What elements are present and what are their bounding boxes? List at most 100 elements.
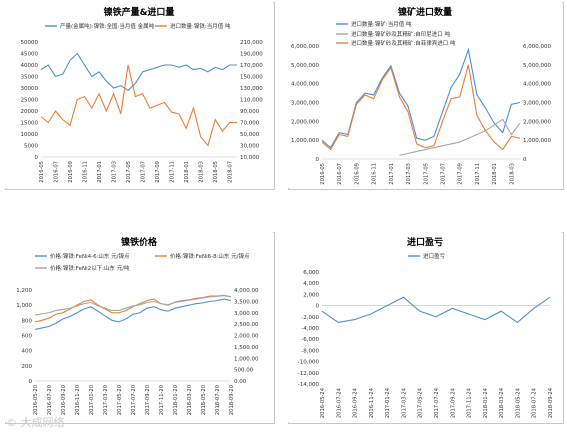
y-right-tick-label: 4,000.00 bbox=[234, 288, 259, 294]
y-right-tick-label: 0.00 bbox=[234, 379, 247, 385]
y-right-tick-label: 3,000,000 bbox=[523, 101, 551, 107]
x-tick-label: 2017-11 bbox=[475, 163, 481, 185]
x-tick-label: 2017-05 bbox=[126, 161, 132, 183]
y-right-tick-label: 70,000 bbox=[240, 121, 260, 127]
x-tick-label: 2016-05 bbox=[320, 163, 326, 185]
x-tick-label: 2017-05-24 bbox=[418, 387, 424, 418]
y-right-tick-label: 2,000.00 bbox=[234, 334, 259, 340]
y-left-tick-label: 4,000,000 bbox=[291, 82, 319, 88]
x-tick-label: 2018-01-20 bbox=[173, 385, 179, 415]
x-tick-label: 2017-01 bbox=[97, 161, 103, 183]
y-left-tick-label: 400 bbox=[22, 349, 33, 355]
legend-entry: 价格:镍铁:FeNi2以下:山东 元/吨 bbox=[50, 264, 130, 272]
legend-entry: 价格:镍铁:FeNi6-8:山东 元/镍点 bbox=[170, 252, 250, 260]
y-left-tick-label: -4,000 bbox=[301, 326, 319, 332]
y-right-tick-label: 170,000 bbox=[240, 63, 263, 69]
x-tick-label: 2018-07-24 bbox=[532, 387, 538, 418]
legend-entry: 进口数量:镍矿砂及其精矿:自印尼进口 吨 bbox=[351, 30, 450, 38]
y-left-tick-label: 20000 bbox=[21, 109, 39, 115]
y-left-tick-label: 50000 bbox=[21, 40, 39, 46]
series-group bbox=[321, 47, 521, 156]
series-line-0 bbox=[40, 52, 237, 91]
y-right-tick-label: 4,000,000 bbox=[523, 82, 551, 88]
x-tick-label: 2017-09-20 bbox=[145, 385, 151, 415]
x-tick-label: 2017-05-20 bbox=[117, 385, 123, 415]
y-right-tick-label: 500.00 bbox=[234, 368, 254, 374]
x-tick-label: 2016-09-20 bbox=[61, 385, 67, 415]
y-left-tick-label: 2,000,000 bbox=[291, 119, 319, 125]
chart-title: 镍矿进口数量 bbox=[398, 6, 452, 18]
watermark: © 大成网络 bbox=[6, 416, 65, 429]
y-left-tick-label: 1,000,000 bbox=[291, 138, 319, 144]
x-tick-label: 2018-05 bbox=[213, 161, 219, 183]
y-right-tick-label: 10,000 bbox=[240, 155, 260, 161]
x-tick-label: 2016-07 bbox=[337, 163, 343, 185]
y-left-tick-label: -8,000 bbox=[301, 348, 319, 354]
y-left-tick-label: -6,000 bbox=[301, 337, 319, 343]
x-tick-label: 2016-07-20 bbox=[47, 385, 53, 415]
x-tick-label: 2016-07-24 bbox=[336, 387, 342, 418]
chart-title: 进口盈亏 bbox=[407, 236, 443, 248]
y-right-tick-label: 0 bbox=[523, 157, 527, 163]
x-tick-label: 2016-09 bbox=[68, 161, 74, 183]
series-line-1 bbox=[40, 64, 237, 147]
series-group bbox=[40, 52, 237, 147]
x-tick-label: 2017-07-20 bbox=[131, 385, 137, 415]
legend: 产量(金属吨):镍铁:全国:当月值 金属吨 进口数量:镍铁:当月值 吨 bbox=[45, 22, 231, 30]
y-left-tick-label: 1,000 bbox=[16, 303, 32, 309]
x-tick-label: 2018-07 bbox=[228, 161, 234, 183]
y-right-tick-label: 2,000,000 bbox=[523, 119, 551, 125]
legend-entry: 进口数量:镍矿砂及其精矿:自菲律宾进口 吨 bbox=[351, 39, 456, 47]
x-tick-label: 2018-07-20 bbox=[215, 385, 221, 415]
x-tick-label: 2017-11-24 bbox=[467, 387, 473, 418]
y-right-tick-label: 2,500.00 bbox=[234, 322, 259, 328]
y-right-tick-label: 130,000 bbox=[240, 86, 263, 92]
x-tick-label: 2018-03 bbox=[509, 163, 515, 185]
axes: 0 200 400 600 800 1,000 1,200 0.00 500.00 1,000.0… bbox=[16, 288, 259, 415]
x-tick-label: 2018-05-20 bbox=[201, 385, 207, 415]
x-tick-label: 2016-11 bbox=[83, 161, 89, 183]
x-tick-label: 2018-01 bbox=[184, 161, 190, 183]
x-tick-label: 2017-11-20 bbox=[159, 385, 165, 415]
axes: 0 1,000,000 2,000,000 3,000,000 4,000,000 5,0… bbox=[291, 44, 551, 185]
x-tick-label: 2017-07-24 bbox=[434, 387, 440, 418]
y-left-tick-label: 10000 bbox=[21, 132, 39, 138]
y-left-tick-label: 6,000,000 bbox=[291, 44, 319, 50]
legend-entry: 进口盈亏 bbox=[423, 252, 446, 260]
y-left-tick-label: 0 bbox=[316, 304, 320, 310]
series-line-2 bbox=[321, 64, 521, 151]
chart-title: 镍铁价格 bbox=[121, 236, 158, 248]
y-right-tick-label: 90,000 bbox=[240, 109, 260, 115]
legend-entry: 产量(金属吨):镍铁:全国:当月值 金属吨 bbox=[60, 22, 155, 30]
x-tick-label: 2017-01-24 bbox=[385, 387, 391, 418]
x-tick-label: 2017-07 bbox=[141, 161, 147, 183]
y-left-tick-label: 3,000,000 bbox=[291, 101, 319, 107]
y-left-tick-label: 6,000 bbox=[303, 270, 319, 276]
x-tick-label: 2017-01 bbox=[389, 163, 395, 185]
y-left-tick-label: 45000 bbox=[21, 52, 39, 58]
y-right-tick-label: 150,000 bbox=[240, 75, 263, 81]
series-line-0 bbox=[321, 296, 551, 324]
legend-entry: 进口数量:镍矿:当月值 吨 bbox=[351, 20, 412, 28]
x-tick-label: 2017-11 bbox=[170, 161, 176, 183]
legend-entry: 进口数量:镍铁:当月值 吨 bbox=[170, 22, 231, 30]
y-right-tick-label: 1,500.00 bbox=[234, 345, 259, 351]
series-line-0 bbox=[34, 298, 232, 330]
series-line-1 bbox=[34, 294, 232, 323]
x-tick-label: 2017-09-24 bbox=[450, 387, 456, 418]
y-right-tick-label: 1,000.00 bbox=[234, 356, 259, 362]
x-tick-label: 2016-07 bbox=[54, 161, 60, 183]
x-tick-label: 2018-05-24 bbox=[515, 387, 521, 418]
y-right-tick-label: 3,500.00 bbox=[234, 299, 259, 305]
y-left-tick-label: 5,000,000 bbox=[291, 63, 319, 69]
x-tick-label: 2018-01-24 bbox=[483, 387, 489, 418]
y-left-tick-label: 5000 bbox=[24, 144, 38, 150]
series-line-1 bbox=[399, 118, 521, 156]
x-tick-label: 2017-09 bbox=[155, 161, 161, 183]
series-line-0 bbox=[321, 47, 521, 149]
x-tick-label: 2017-01-20 bbox=[89, 385, 95, 415]
y-left-tick-label: 1,200 bbox=[16, 288, 32, 294]
x-tick-label: 2016-05-24 bbox=[320, 387, 326, 418]
y-right-tick-label: 190,000 bbox=[240, 52, 263, 58]
